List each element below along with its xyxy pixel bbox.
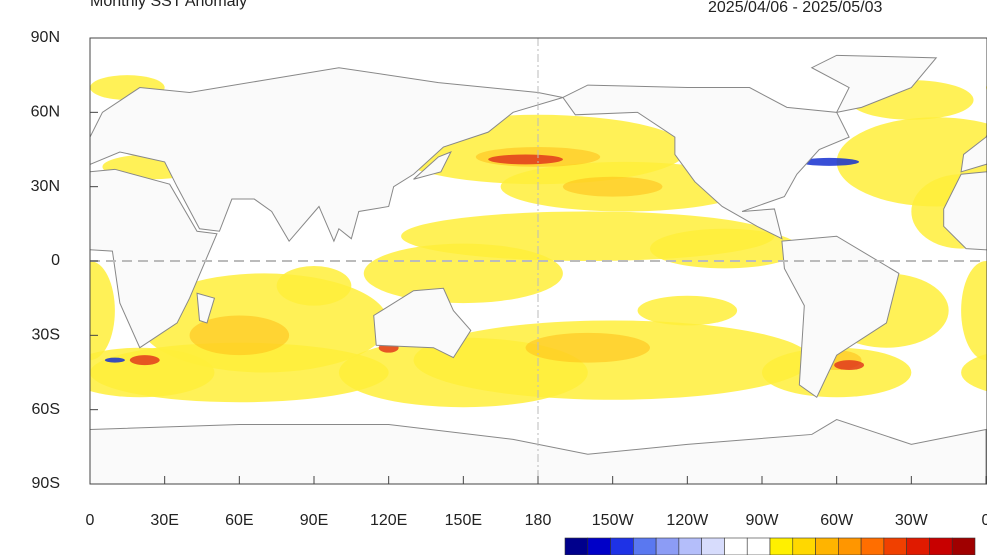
land xyxy=(562,84,850,240)
anomaly-patch xyxy=(338,337,588,408)
colorbar-swatch xyxy=(769,537,794,555)
colorbar-swatch xyxy=(792,537,816,555)
colorbar-swatch xyxy=(724,537,748,555)
land xyxy=(943,171,987,251)
lon-label: 150E xyxy=(445,512,482,529)
lon-label: 180 xyxy=(525,512,552,529)
colorbar-swatch xyxy=(815,537,839,555)
lat-label: 30N xyxy=(31,178,60,195)
lat-label: 0 xyxy=(51,252,60,269)
lon-label: 120E xyxy=(370,512,407,529)
anomaly-patch xyxy=(961,353,987,392)
colorbar-swatch xyxy=(883,537,907,555)
land xyxy=(90,419,987,484)
colorbar-swatch xyxy=(929,537,953,555)
colorbar-swatch xyxy=(701,537,725,555)
land xyxy=(960,134,987,173)
colorbar-swatch xyxy=(564,537,589,555)
lon-label: 0 xyxy=(982,512,987,529)
anomaly-patch xyxy=(104,357,125,363)
anomaly-patch xyxy=(189,315,290,356)
anomaly-patch xyxy=(562,176,663,197)
colorbar-swatch xyxy=(610,537,634,555)
lon-label: 0 xyxy=(86,512,95,529)
title: Monthly SST Anomaly xyxy=(90,0,247,10)
anomaly-patch xyxy=(488,154,563,165)
date-range: 2025/04/06 - 2025/05/03 xyxy=(708,0,882,16)
land xyxy=(373,287,472,359)
lon-label: 60E xyxy=(225,512,253,529)
land xyxy=(90,67,564,243)
anomaly-patch xyxy=(637,295,738,326)
lon-label: 120W xyxy=(666,512,709,529)
anomaly-patch xyxy=(834,360,865,371)
lat-label: 30S xyxy=(32,327,60,344)
axes: 90N 60N 30N 0 30S 60S 90S 0 30E 60E 90E 120E 150E 180… xyxy=(31,29,987,529)
land xyxy=(810,54,938,114)
land xyxy=(781,235,900,399)
anomaly-patch xyxy=(525,332,650,363)
lon-label: 90E xyxy=(300,512,328,529)
colorbar-swatch xyxy=(746,537,771,555)
lon-label: 30W xyxy=(895,512,929,529)
anomaly-patch xyxy=(90,347,215,398)
lat-label: 90S xyxy=(32,475,60,492)
land xyxy=(90,168,218,349)
map-area xyxy=(90,38,987,484)
lon-label: 60W xyxy=(820,512,854,529)
anomaly-patch xyxy=(799,157,860,166)
land xyxy=(196,292,216,324)
anomaly-patch xyxy=(961,261,987,361)
colorbar-swatch xyxy=(678,537,702,555)
lat-label: 60S xyxy=(32,401,60,418)
lat-label: 90N xyxy=(31,29,60,46)
colorbar-swatch xyxy=(860,537,885,555)
anomaly-patch xyxy=(129,355,160,366)
anomaly-patch xyxy=(650,228,800,269)
colorbar-swatch xyxy=(633,537,657,555)
colorbar xyxy=(564,537,976,555)
anomaly-patch xyxy=(363,243,563,304)
colorbar-swatch xyxy=(951,537,976,555)
lon-label: 30E xyxy=(150,512,178,529)
colorbar-swatch xyxy=(838,537,862,555)
colorbar-swatch xyxy=(655,537,680,555)
anomaly-patch xyxy=(276,265,352,306)
colorbar-swatch xyxy=(906,537,930,555)
lat-label: 60N xyxy=(31,104,60,121)
lon-label: 90W xyxy=(746,512,780,529)
colorbar-swatch xyxy=(587,537,611,555)
land xyxy=(413,151,452,180)
lon-label: 150W xyxy=(592,512,635,529)
